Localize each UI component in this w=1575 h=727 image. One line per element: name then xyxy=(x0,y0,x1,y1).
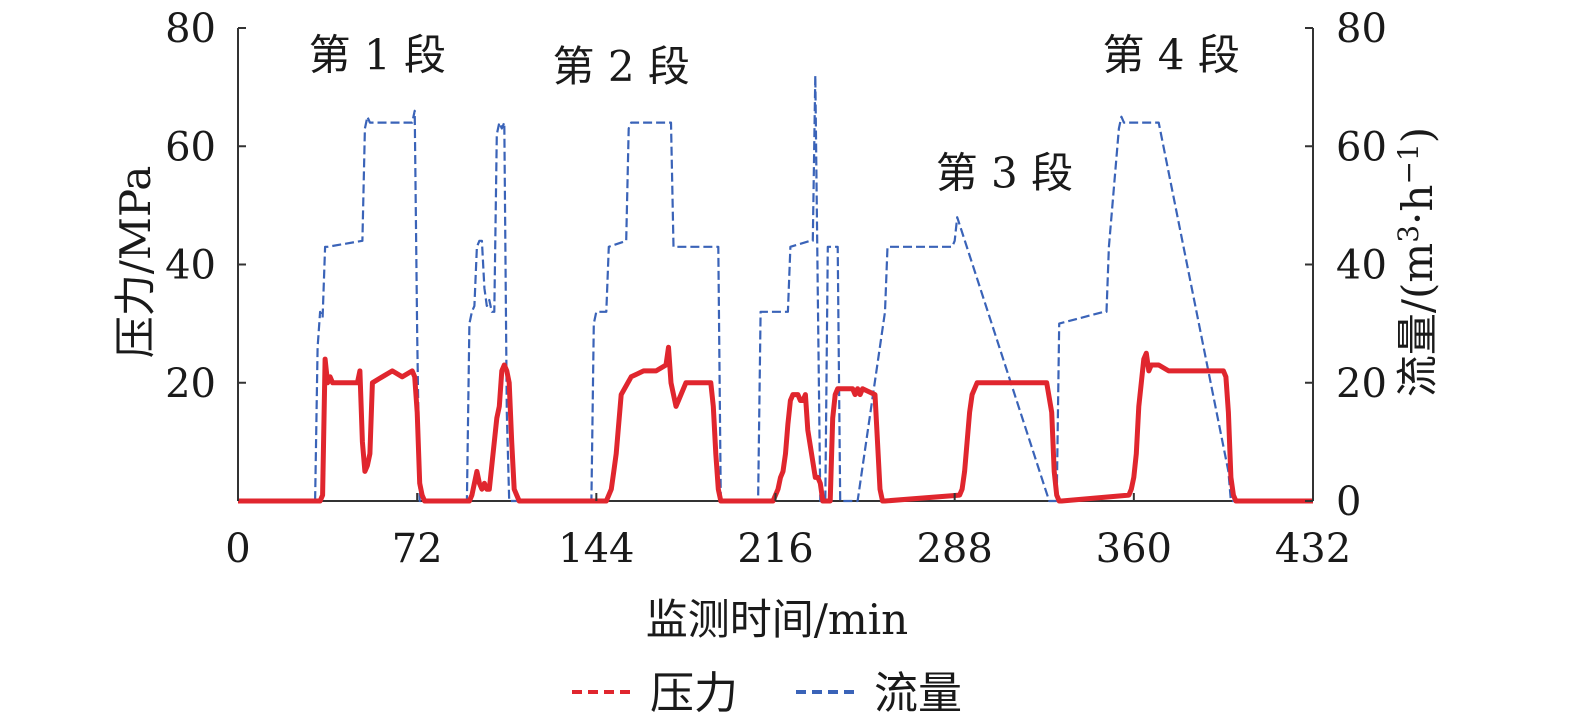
y-axis-right-title-main: 流量/(m xyxy=(1393,243,1442,397)
x-tick-label: 216 xyxy=(737,526,813,572)
x-axis-title: 监测时间/min xyxy=(646,595,908,644)
y-left-tick-label: 40 xyxy=(165,243,216,289)
segment-label: 第 1 段 xyxy=(309,30,446,79)
y-axis-right-title-end: ) xyxy=(1393,127,1442,143)
x-tick-label: 72 xyxy=(392,526,443,572)
y-right-tick-label: 20 xyxy=(1336,361,1387,407)
x-tick-label: 0 xyxy=(225,526,250,572)
x-tick-label: 360 xyxy=(1096,526,1172,572)
series-flow-line xyxy=(238,74,1313,503)
y-left-tick-label: 80 xyxy=(165,6,216,52)
y-axis-right-title-mid: ·h xyxy=(1393,185,1442,225)
y-right-tick-label: 40 xyxy=(1336,243,1387,289)
x-tick-label: 288 xyxy=(916,526,992,572)
y-axis-right-title-sup2: −1 xyxy=(1392,143,1425,184)
y-axis-right-title: 流量/(m3·h−1) xyxy=(1392,127,1442,397)
y-axis-right-title-sup1: 3 xyxy=(1392,225,1425,243)
series-pressure-line xyxy=(238,344,1313,504)
legend-label-pressure: 压力 xyxy=(650,668,738,719)
segment-label: 第 4 段 xyxy=(1102,30,1239,79)
y-right-tick-label: 80 xyxy=(1336,6,1387,52)
annotation-layer: 第 1 段 第 2 段第 3 段 第 4 段 xyxy=(309,30,1240,197)
y-left-tick-label: 20 xyxy=(165,361,216,407)
x-tick-label: 144 xyxy=(558,526,634,572)
y-right-tick-label: 60 xyxy=(1336,124,1387,170)
plot-frame xyxy=(237,28,1314,502)
y-left-tick-label: 60 xyxy=(165,124,216,170)
tick-layer: 0 72 144 216 288 360 432 20 40 60 80 0 20 40 60 80 xyxy=(165,6,1387,572)
legend-label-flow: 流量 xyxy=(874,668,962,719)
series-layer xyxy=(238,74,1313,504)
segment-label: 第 3 段 xyxy=(936,149,1073,198)
y-right-tick-label: 0 xyxy=(1336,479,1361,525)
x-tick-label: 432 xyxy=(1275,526,1351,572)
legend: 压力 流量 xyxy=(572,668,962,719)
segment-label: 第 2 段 xyxy=(552,42,689,91)
y-axis-left-title: 压力/MPa xyxy=(111,166,160,359)
